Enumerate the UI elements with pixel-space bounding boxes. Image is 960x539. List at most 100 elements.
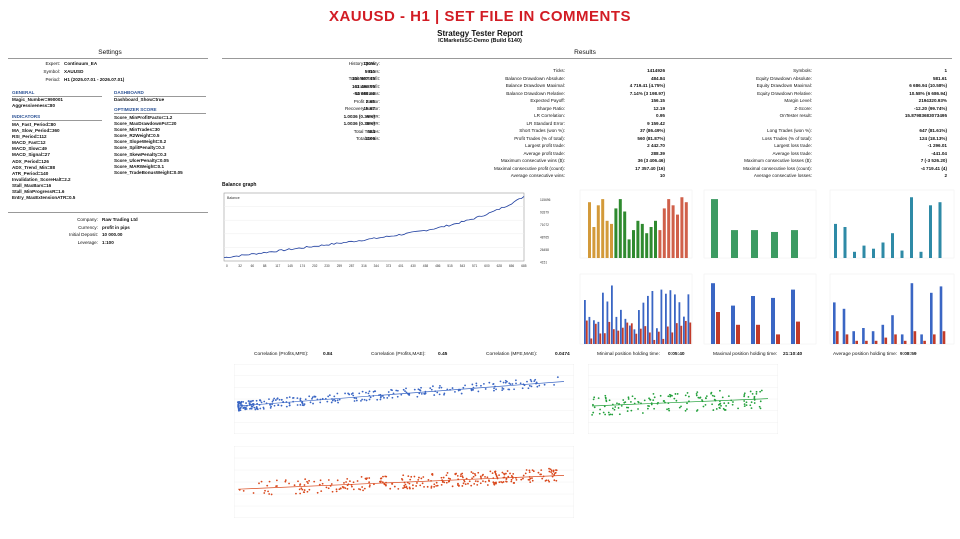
scatter-point bbox=[404, 390, 406, 392]
param-item: MACD_Fast=12 bbox=[12, 140, 46, 146]
scatter-point bbox=[422, 476, 425, 478]
scatter-point bbox=[541, 477, 544, 480]
bar bbox=[621, 327, 624, 344]
scatter-point bbox=[630, 401, 632, 403]
scatter-point bbox=[288, 396, 291, 399]
bar bbox=[653, 339, 656, 344]
scatter-point bbox=[647, 404, 649, 407]
trend-line bbox=[591, 398, 769, 407]
result-label: History Quality: bbox=[348, 61, 380, 66]
scatter-point bbox=[300, 487, 303, 490]
scatter-point bbox=[304, 478, 307, 481]
scatter-point bbox=[553, 384, 555, 386]
scatter-point bbox=[268, 480, 271, 483]
scatter-point bbox=[273, 404, 276, 407]
scatter-point bbox=[260, 480, 263, 483]
scatter-point bbox=[743, 403, 746, 406]
scatter-point bbox=[364, 477, 367, 480]
bar bbox=[903, 340, 907, 344]
scatter-point bbox=[268, 493, 271, 495]
scatter-point bbox=[550, 471, 553, 473]
scatter-point bbox=[688, 395, 690, 398]
bar bbox=[624, 318, 627, 344]
leverage-value: 1:100 bbox=[102, 239, 114, 245]
scatter-point bbox=[336, 392, 339, 395]
scatter-point bbox=[501, 389, 504, 391]
scatter-point bbox=[477, 390, 480, 393]
scatter-point bbox=[527, 387, 530, 390]
result-label: Maximum consecutive wins ($): bbox=[500, 158, 565, 163]
scatter-point bbox=[311, 396, 314, 399]
scatter-point bbox=[548, 480, 551, 483]
scatter-point bbox=[284, 479, 287, 482]
bar bbox=[592, 227, 596, 258]
bar bbox=[658, 230, 662, 258]
result-label: Balance Drawdown Relative: bbox=[506, 90, 565, 96]
scatter-point bbox=[521, 387, 524, 390]
param-item: ATR_Period=140 bbox=[12, 170, 49, 176]
scatter-point bbox=[242, 407, 245, 410]
bar bbox=[656, 328, 658, 344]
bar bbox=[594, 323, 597, 344]
scatter-point bbox=[547, 479, 550, 482]
scatter-point bbox=[336, 479, 339, 482]
balance-line bbox=[223, 196, 525, 259]
scatter-point bbox=[750, 407, 753, 410]
param-item: Score_SplitPenalty=0.3 bbox=[114, 145, 165, 151]
scatter-point bbox=[396, 389, 399, 392]
result-value: 124 (18.13%) bbox=[919, 135, 947, 141]
scatter-point bbox=[358, 488, 360, 490]
scatter-point bbox=[702, 405, 705, 408]
scatter-point bbox=[311, 397, 313, 400]
bar bbox=[603, 333, 606, 344]
result-value: 161 496.05 bbox=[352, 83, 375, 89]
scatter-point bbox=[527, 478, 530, 481]
scatter-point bbox=[705, 395, 708, 398]
x-tick-label: 401 bbox=[398, 264, 404, 268]
scatter-point bbox=[306, 480, 308, 483]
param-item: MA_Slow_Period=360 bbox=[12, 128, 60, 134]
bar bbox=[711, 199, 718, 258]
scatter-point bbox=[715, 408, 718, 410]
scatter-point bbox=[301, 488, 304, 491]
scatter-point bbox=[625, 406, 628, 409]
scatter-point bbox=[270, 405, 272, 408]
scatter-point bbox=[327, 395, 330, 398]
scatter-point bbox=[259, 407, 262, 410]
result-label: Balance Drawdown Maximal: bbox=[505, 83, 565, 88]
bar bbox=[871, 331, 875, 344]
scatter-point bbox=[696, 391, 699, 394]
scatter-point bbox=[743, 394, 746, 396]
scatter-point bbox=[555, 469, 558, 472]
bar bbox=[874, 340, 878, 344]
scatter-point bbox=[255, 406, 258, 408]
scatter-point bbox=[484, 475, 486, 478]
scatter-point bbox=[342, 486, 345, 489]
scatter-point bbox=[330, 401, 333, 404]
scatter-point bbox=[245, 408, 248, 410]
scatter-point bbox=[443, 481, 446, 484]
scatter-point bbox=[482, 480, 484, 483]
scatter-point bbox=[365, 391, 367, 394]
scatter-point bbox=[390, 388, 392, 391]
x-tick-label: 32 bbox=[238, 264, 242, 268]
scatter-point bbox=[637, 408, 639, 410]
scatter-point bbox=[433, 483, 436, 486]
scatter-point bbox=[667, 407, 670, 410]
scatter-point bbox=[255, 407, 258, 410]
scatter-point bbox=[511, 383, 514, 385]
correlation-value: 0:05:40 bbox=[668, 352, 685, 357]
scatter-point bbox=[308, 479, 310, 482]
scatter-point bbox=[553, 473, 556, 476]
scatter-point bbox=[506, 470, 509, 472]
settings-heading: Settings bbox=[98, 49, 122, 56]
bar bbox=[674, 294, 676, 344]
scatter-point bbox=[627, 396, 630, 399]
scatter-point bbox=[269, 403, 271, 406]
param-item: Score_MinTrades=30 bbox=[114, 127, 160, 133]
scatter-point bbox=[462, 386, 465, 389]
bar bbox=[939, 286, 943, 344]
result-label: Equity Drawdown Relative: bbox=[757, 90, 812, 96]
bar bbox=[894, 334, 897, 344]
scatter-point bbox=[321, 397, 324, 400]
